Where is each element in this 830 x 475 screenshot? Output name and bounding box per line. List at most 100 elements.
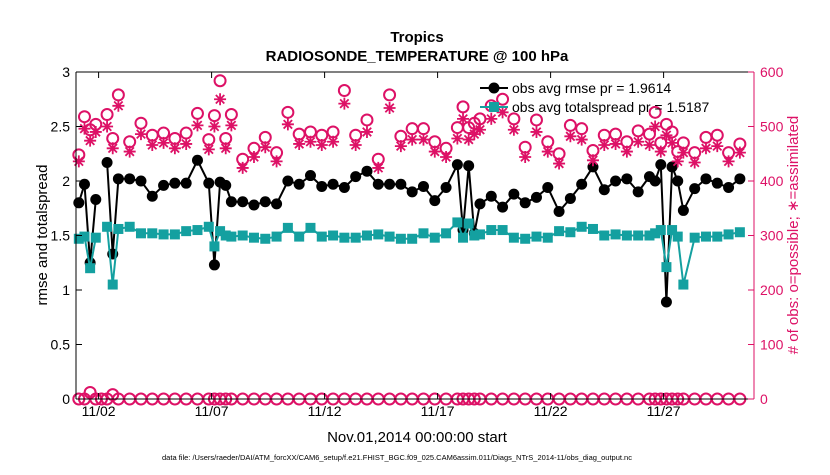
spread-point [237, 230, 248, 241]
obs-assimilated-point [89, 125, 102, 138]
obs-assimilated-point [134, 128, 147, 141]
obs-assimilated-point [632, 135, 645, 148]
y-right-tick-label: 0 [760, 391, 768, 407]
obs-assimilated-point [383, 101, 396, 114]
rmse-point [327, 178, 339, 190]
spread-point [158, 229, 169, 240]
x-tick-label: 11/17 [421, 403, 455, 419]
obs-assimilated-point [84, 134, 97, 147]
spread-point [458, 232, 469, 243]
spread-point [135, 228, 146, 239]
rmse-point [208, 259, 220, 271]
rmse-point [225, 196, 237, 208]
y-left-tick-label: 1 [62, 282, 70, 298]
spread-point [147, 228, 158, 239]
obs-possible-point [281, 105, 295, 119]
obs-possible-point [496, 92, 510, 106]
rmse-point [259, 196, 271, 208]
rmse-point [304, 170, 316, 182]
rmse-point [723, 182, 735, 194]
obs-possible-point [360, 113, 374, 127]
rmse-point [158, 179, 170, 191]
obs-assimilated-point [451, 132, 464, 145]
rmse-point [101, 156, 113, 168]
obs-assimilated-point [660, 129, 673, 142]
rmse-point [677, 204, 689, 216]
rmse-point [576, 178, 588, 190]
obs-assimilated-point [428, 145, 441, 158]
obs-assimilated-point [338, 97, 351, 110]
spread-point [339, 232, 350, 243]
rmse-point [220, 179, 232, 191]
obs-assimilated-point [123, 145, 136, 158]
obs-assimilated-point [733, 146, 746, 159]
legend-rmse-marker [488, 82, 500, 94]
rmse-point [282, 175, 294, 187]
obs-possible-point [77, 110, 91, 124]
y-left-tick-label: 3 [62, 64, 70, 80]
obs-assimilated-point [208, 120, 221, 133]
footnote: data file: /Users/raeder/DAI/ATM_forcXX/… [162, 453, 632, 462]
y-right-tick-label: 300 [760, 228, 784, 244]
obs-assimilated-point [202, 143, 215, 156]
spread-point [678, 279, 689, 290]
rmse-point [497, 201, 509, 213]
obs-assimilated-point [293, 137, 306, 150]
rmse-point [338, 182, 350, 194]
series-obs-avg-totalspread-pr [73, 217, 745, 290]
obs-assimilated-point [349, 139, 362, 152]
obs-assimilated-point [564, 130, 577, 143]
obs-assimilated-point [214, 93, 227, 106]
plot-marks [72, 72, 754, 406]
y-right-tick-label: 100 [760, 337, 784, 353]
spread-point [181, 226, 192, 237]
rmse-point [689, 183, 701, 195]
legend-spread-label: obs avg totalspread pr = 1.5187 [512, 99, 710, 115]
x-tick-label: 11/02 [82, 403, 116, 419]
spread-point [271, 231, 282, 242]
rmse-point [564, 192, 576, 204]
y-right-tick-label: 400 [760, 173, 784, 189]
series-of-obs-possible [72, 74, 747, 166]
rmse-point [508, 188, 520, 200]
x-tick-label: 11/07 [195, 403, 229, 419]
obs-assimilated-point [507, 123, 520, 136]
obs-assimilated-point [78, 122, 91, 135]
obs-assimilated-point [530, 125, 543, 138]
obs-assimilated-point [219, 142, 232, 155]
y-left-tick-label: 2 [62, 173, 70, 189]
rmse-point [519, 197, 531, 209]
obs-assimilated-point [677, 146, 690, 159]
spread-point [650, 228, 661, 239]
spread-point [469, 230, 480, 241]
obs-assimilated-point [643, 139, 656, 152]
obs-possible-point [456, 100, 470, 114]
obs-assimilated-point [146, 139, 159, 152]
obs-possible-point [213, 74, 227, 88]
obs-assimilated-point [112, 99, 125, 112]
y-left-tick-label: 2.5 [51, 119, 71, 135]
rmse-point [293, 178, 305, 190]
spread-point [220, 230, 231, 241]
spread-point [361, 230, 372, 241]
chart-subtitle: RADIOSONDE_TEMPERATURE @ 100 hPa [266, 48, 569, 65]
y-left-tick-label: 1.5 [51, 228, 71, 244]
y-right-tick-label: 200 [760, 282, 784, 298]
obs-assimilated-point [259, 141, 272, 154]
obs-assimilated-point [711, 140, 724, 153]
rmse-point [655, 159, 667, 171]
spread-point [102, 221, 113, 232]
obs-assimilated-point [496, 106, 509, 119]
rmse-point [440, 182, 452, 194]
spread-point [384, 231, 395, 242]
rmse-point [734, 173, 746, 185]
obs-assimilated-point [609, 137, 622, 150]
spread-point [418, 228, 429, 239]
spread-point [700, 231, 711, 242]
obs-assimilated-point [168, 142, 181, 155]
rmse-point [632, 186, 644, 198]
legend: obs avg rmse pr = 1.9614 obs avg totalspr… [480, 80, 710, 115]
spread-point [113, 223, 124, 234]
rmse-point [542, 182, 554, 194]
spread-point [305, 222, 316, 233]
